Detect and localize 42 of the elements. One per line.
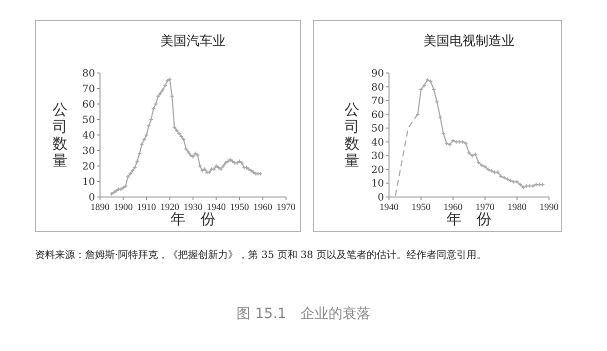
- x-tick-label: 1930: [184, 203, 203, 213]
- y-tick-label: 80: [371, 82, 384, 94]
- text: 资料来源：詹姆斯·阿特拜克，《把握创新力》，第 35 页和 38 页以及笔者的估计。经作者同意引用。: [35, 248, 488, 263]
- chart-title: 美国汽车业: [160, 33, 226, 49]
- x-tick-label: 1900: [114, 203, 133, 213]
- x-tick-label: 1940: [380, 203, 399, 213]
- y-tick-label: 80: [82, 68, 95, 80]
- x-tick-label: 1950: [412, 203, 431, 213]
- y-tick-label: 90: [371, 68, 384, 80]
- y-tick-label: 70: [82, 84, 95, 95]
- x-axis-title: 年 份: [446, 210, 492, 228]
- x-tick-label: 1890: [90, 203, 110, 213]
- y-tick-label: 20: [371, 164, 384, 176]
- x-tick-label: 1950: [230, 203, 250, 213]
- y-tick-label: 60: [371, 110, 384, 121]
- x-tick-label: 1940: [206, 203, 226, 213]
- y-tick-label: 40: [82, 130, 95, 142]
- y-tick-label: 30: [371, 151, 384, 162]
- y-tick-label: 0: [378, 192, 384, 204]
- x-tick-label: 1960: [444, 203, 463, 213]
- y-axis-title: 公司数量: [52, 100, 68, 170]
- y-tick-label: 40: [371, 137, 384, 148]
- x-tick-label: 1970: [476, 203, 495, 213]
- x-tick-label: 1910: [137, 203, 156, 213]
- y-tick-label: 60: [82, 100, 95, 110]
- x-tick-label: 1920: [160, 203, 180, 213]
- x-tick-label: 1970: [276, 203, 296, 213]
- x-axis-title: 年 份: [170, 210, 216, 228]
- x-tick-label: 1990: [540, 203, 559, 213]
- text: 图 15.1 企业的衰落: [236, 305, 372, 323]
- y-tick-label: 20: [82, 162, 95, 172]
- y-tick-label: 70: [371, 96, 384, 108]
- y-axis-title: 公司数量: [344, 100, 360, 170]
- y-tick-label: 0: [88, 192, 95, 204]
- y-tick-label: 50: [371, 124, 384, 135]
- y-tick-label: 30: [82, 146, 95, 157]
- x-tick-label: 1960: [253, 203, 272, 213]
- x-tick-label: 1980: [508, 203, 527, 213]
- y-tick-label: 10: [82, 177, 95, 188]
- y-tick-label: 10: [371, 178, 384, 190]
- chart-title: 美国电视制造业: [424, 33, 514, 49]
- y-tick-label: 50: [82, 115, 95, 126]
